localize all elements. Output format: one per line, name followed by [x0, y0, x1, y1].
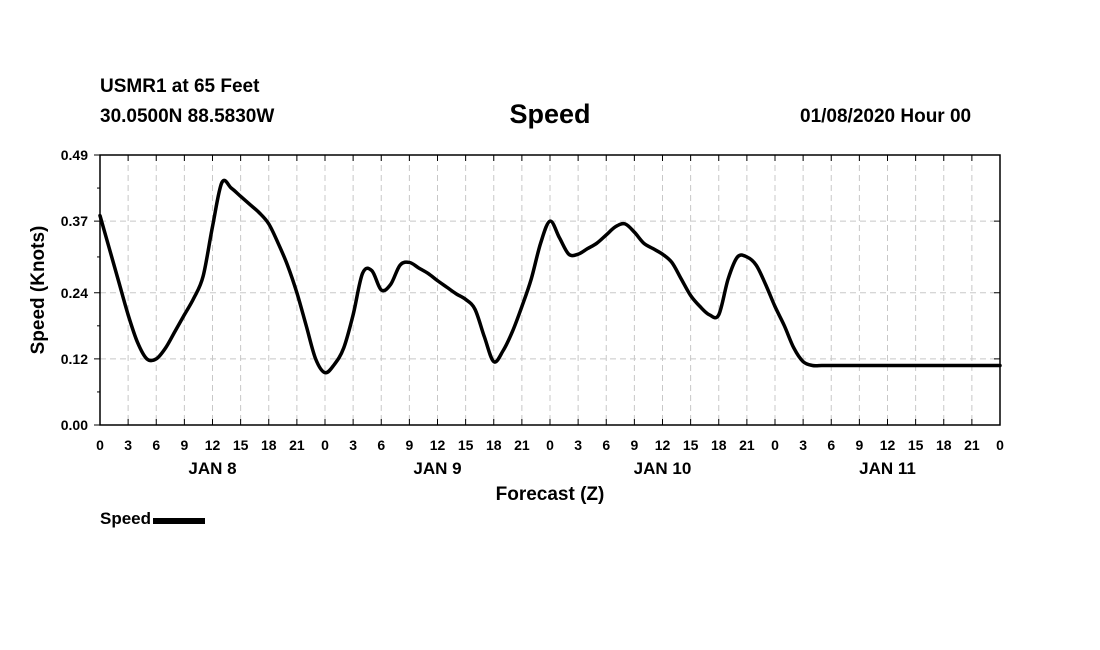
x-tick-label: 0 — [321, 437, 329, 453]
x-tick-label: 0 — [546, 437, 554, 453]
x-tick-label: 15 — [458, 437, 474, 453]
x-tick-label: 3 — [799, 437, 807, 453]
x-tick-label: 9 — [180, 437, 188, 453]
x-tick-label: 3 — [574, 437, 582, 453]
y-tick-label: 0.00 — [61, 417, 88, 433]
legend-label: Speed — [100, 509, 152, 528]
day-label: JAN 9 — [413, 459, 461, 478]
x-tick-label: 9 — [855, 437, 863, 453]
day-label: JAN 8 — [188, 459, 236, 478]
x-tick-label: 21 — [514, 437, 530, 453]
x-tick-label: 0 — [771, 437, 779, 453]
issue-time: 01/08/2020 Hour 00 — [800, 106, 972, 127]
x-tick-label: 18 — [261, 437, 277, 453]
x-tick-label: 9 — [405, 437, 413, 453]
x-tick-label: 3 — [124, 437, 132, 453]
legend-swatch — [153, 517, 206, 524]
x-tick-label: 3 — [349, 437, 357, 453]
x-tick-label: 21 — [289, 437, 305, 453]
x-tick-label: 0 — [996, 437, 1004, 453]
y-tick-label: 0.12 — [61, 351, 88, 367]
x-tick-label: 12 — [655, 437, 671, 453]
x-tick-label: 0 — [96, 437, 104, 453]
x-tick-label: 12 — [880, 437, 896, 453]
y-tick-label: 0.49 — [61, 147, 88, 163]
y-tick-label: 0.37 — [61, 213, 88, 229]
tick-marks — [94, 154, 1001, 426]
grid-lines — [100, 155, 1000, 425]
x-tick-label: 21 — [964, 437, 980, 453]
x-tick-label: 18 — [711, 437, 727, 453]
station-coordinates: 30.0500N 88.5830W — [100, 106, 275, 127]
y-tick-label: 0.24 — [61, 285, 88, 301]
x-tick-label: 12 — [430, 437, 446, 453]
x-tick-label: 18 — [936, 437, 952, 453]
x-tick-label: 6 — [152, 437, 160, 453]
y-axis-label: Speed (Knots) — [28, 226, 49, 355]
series-group — [98, 178, 1002, 375]
x-tick-label: 15 — [683, 437, 699, 453]
station-label: USMR1 at 65 Feet — [100, 76, 260, 97]
day-label: JAN 11 — [859, 459, 916, 478]
x-axis-label: Forecast (Z) — [496, 484, 605, 505]
x-tick-label: 6 — [827, 437, 835, 453]
speed-series-line — [98, 178, 1002, 375]
chart-title: Speed — [509, 99, 591, 129]
x-tick-label: 15 — [908, 437, 924, 453]
x-tick-label: 21 — [739, 437, 755, 453]
x-tick-label: 6 — [377, 437, 385, 453]
legend: Speed — [100, 509, 206, 529]
x-tick-label: 18 — [486, 437, 502, 453]
x-tick-label: 12 — [205, 437, 221, 453]
x-tick-label: 15 — [233, 437, 249, 453]
x-tick-label: 6 — [602, 437, 610, 453]
x-tick-label: 9 — [630, 437, 638, 453]
day-label: JAN 10 — [634, 459, 692, 478]
tick-labels: 0 3 6 9 12 15 18 21 0 3 6 9 12 15 18 21 0 3 6 9 12 15 18 21 0 3 6 9… — [61, 147, 1004, 478]
